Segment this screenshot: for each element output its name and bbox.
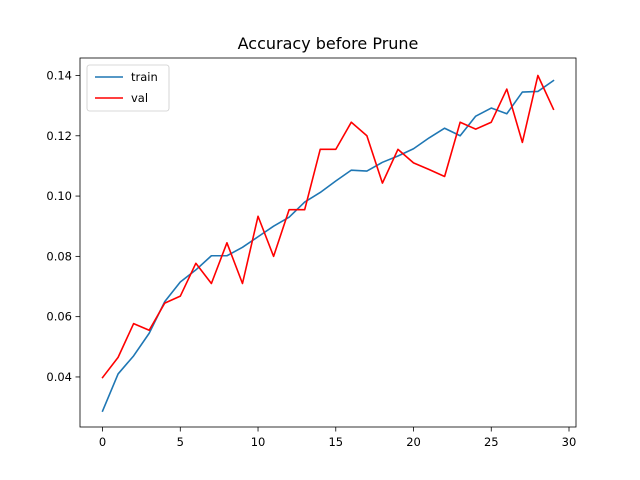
chart-title: Accuracy before Prune <box>238 34 419 53</box>
y-tick-label: 0.14 <box>46 68 72 82</box>
plot-area <box>79 57 577 428</box>
y-tick-label: 0.12 <box>46 129 72 143</box>
x-tick-label: 25 <box>484 435 499 449</box>
y-tick-label: 0.10 <box>46 189 72 203</box>
legend-label-train: train <box>131 70 158 84</box>
series-line-train <box>101 79 555 413</box>
y-tick-label: 0.04 <box>46 370 72 384</box>
x-tick-label: 0 <box>99 435 106 449</box>
y-tick-label: 0.06 <box>46 310 72 324</box>
x-tick-label: 10 <box>251 435 266 449</box>
y-axis: 0.04 0.06 0.08 0.10 0.12 0.14 <box>46 68 80 384</box>
series-layer <box>101 74 555 413</box>
plot-frame <box>79 57 577 428</box>
x-axis: 0 5 10 15 20 25 30 <box>99 427 576 449</box>
series-line-val <box>101 74 555 379</box>
x-tick-label: 30 <box>562 435 577 449</box>
x-tick-label: 15 <box>328 435 343 449</box>
y-tick-label: 0.08 <box>46 249 72 263</box>
legend-label-val: val <box>131 91 148 105</box>
legend: train val <box>86 64 170 112</box>
x-tick-label: 5 <box>177 435 184 449</box>
x-tick-label: 20 <box>406 435 421 449</box>
